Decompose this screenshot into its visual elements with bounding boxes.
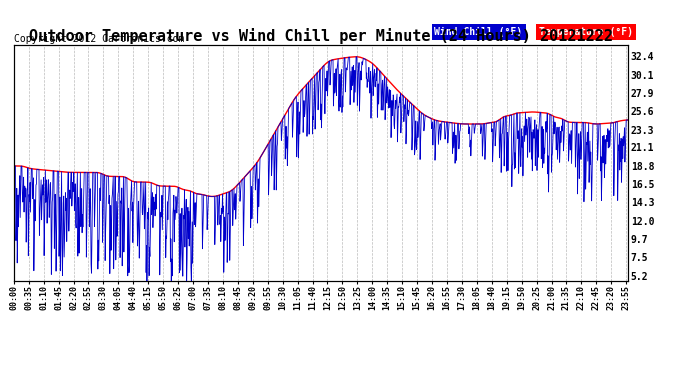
Text: Copyright 2012 Cartronics.com: Copyright 2012 Cartronics.com xyxy=(14,34,184,44)
Title: Outdoor Temperature vs Wind Chill per Minute (24 Hours) 20121222: Outdoor Temperature vs Wind Chill per Mi… xyxy=(29,28,613,44)
Text: Temperature (°F): Temperature (°F) xyxy=(539,27,633,37)
Text: Wind Chill (°F): Wind Chill (°F) xyxy=(435,27,522,37)
